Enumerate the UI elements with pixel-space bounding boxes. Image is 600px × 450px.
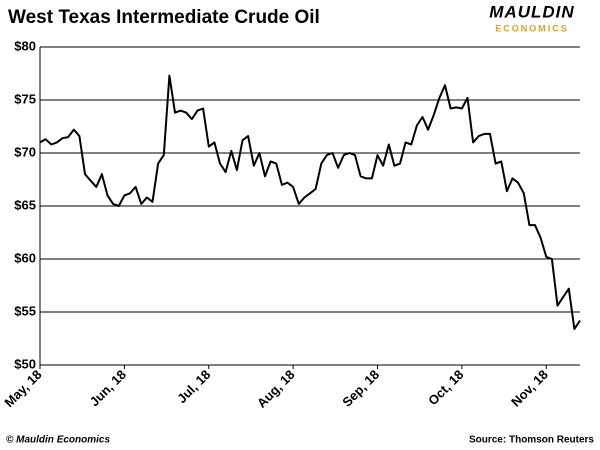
y-tick-label: $70: [14, 144, 36, 159]
y-tick-label: $50: [14, 356, 36, 371]
logo-bottom: ECONOMICS: [495, 23, 569, 33]
y-tick-label: $60: [14, 250, 36, 265]
x-tick-label: Nov, 18: [508, 367, 551, 410]
logo-top: MAULDIN: [489, 2, 574, 21]
y-tick-label: $80: [14, 38, 36, 53]
x-tick-label: Jun, 18: [87, 367, 129, 409]
x-tick-label: May, 18: [1, 367, 44, 410]
y-tick-label: $55: [14, 303, 36, 318]
x-tick-label: Jul, 18: [174, 367, 213, 406]
y-tick-label: $75: [14, 91, 36, 106]
price-line: [39, 74, 581, 330]
footer-source: Source: Thomson Reuters: [469, 435, 594, 446]
chart-title: West Texas Intermediate Crude Oil: [8, 7, 320, 28]
x-tick-label: Oct, 18: [425, 367, 466, 408]
x-tick-label: Sep, 18: [339, 367, 382, 410]
y-tick-label: $65: [14, 197, 36, 212]
footer-copyright: © Mauldin Economics: [6, 435, 110, 446]
x-tick-label: Aug, 18: [254, 367, 298, 411]
